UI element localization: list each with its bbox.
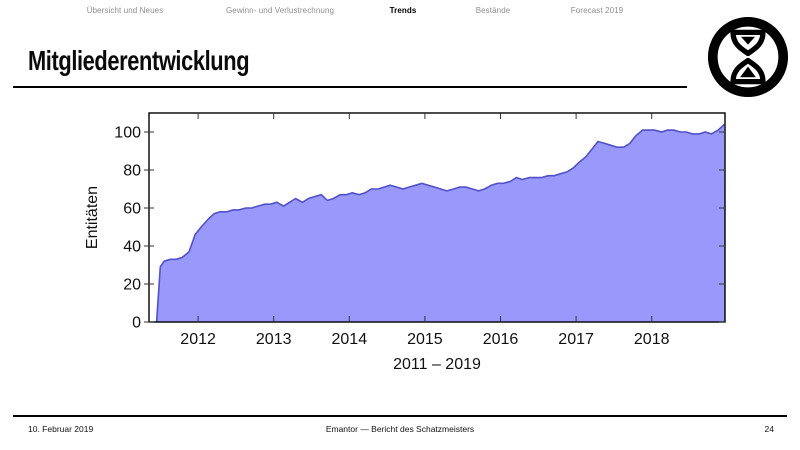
footer-page-number: 24 [764,424,774,434]
title-rule [13,86,687,88]
svg-text:40: 40 [123,239,141,256]
svg-text:2013: 2013 [256,331,292,348]
svg-text:2017: 2017 [558,331,594,348]
svg-text:20: 20 [123,277,141,294]
hourglass-logo [704,13,792,101]
footer-rule [13,415,787,417]
svg-text:2015: 2015 [407,331,443,348]
hourglass-icon [707,16,789,98]
svg-text:2016: 2016 [483,331,519,348]
nav-item-gewinn-verlust[interactable]: Gewinn- und Verlustrechnung [225,6,335,15]
svg-text:2012: 2012 [180,331,216,348]
footer-doc-title: Emantor — Bericht des Schatzmeisters [325,424,475,434]
svg-text:80: 80 [123,163,141,180]
nav-item-bestaende[interactable]: Bestände [475,6,511,15]
members-area-chart: 2012 2013 2014 2015 2016 2017 2018 0 20 40 60 80 100… [84,112,726,373]
nav-item-uebersicht[interactable]: Übersicht und Neues [86,6,164,15]
nav-item-forecast[interactable]: Forecast 2019 [570,6,624,15]
svg-text:2018: 2018 [634,331,670,348]
x-axis-label: 2011 – 2019 [393,356,481,373]
svg-text:2014: 2014 [332,331,368,348]
page-title: Mitgliederentwicklung [28,45,250,76]
y-axis-label: Entitäten [84,186,101,249]
svg-text:100: 100 [114,125,141,142]
svg-text:60: 60 [123,201,141,218]
svg-text:0: 0 [132,315,141,332]
nav-item-trends[interactable]: Trends [389,6,417,15]
footer-date: 10. Februar 2019 [28,424,94,434]
